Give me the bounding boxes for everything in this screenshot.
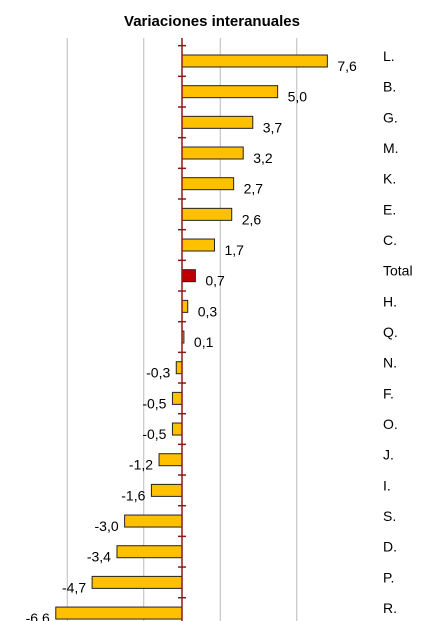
category-label: J.: [383, 447, 394, 463]
value-label: 2,7: [244, 181, 264, 197]
value-label: -0,5: [142, 395, 166, 411]
value-label: 0,7: [205, 273, 225, 289]
value-label: 0,1: [194, 334, 214, 350]
value-label: 2,6: [242, 211, 262, 227]
bar: [181, 299, 189, 313]
category-label: C.: [383, 232, 397, 248]
chart-title: Variaciones interanuales: [124, 13, 300, 30]
bar: [116, 545, 183, 559]
bar: [175, 361, 183, 375]
bar: [181, 269, 196, 283]
category-label: N.: [383, 355, 397, 371]
bar: [91, 575, 183, 589]
bar: [158, 453, 183, 467]
bar: [181, 146, 244, 160]
category-label: Q.: [383, 324, 398, 340]
value-label: 0,3: [198, 303, 218, 319]
value-label: -0,3: [146, 365, 170, 381]
category-label: I.: [383, 477, 391, 493]
value-label: -0,5: [142, 426, 166, 442]
value-label: 3,2: [253, 150, 273, 166]
bar: [171, 391, 183, 405]
bar: [124, 514, 183, 528]
category-label: H.: [383, 293, 397, 309]
value-label: 3,7: [263, 119, 283, 135]
bar: [181, 85, 279, 99]
bar: [181, 115, 254, 129]
category-label: O.: [383, 416, 398, 432]
value-label: -4,7: [62, 579, 86, 595]
value-label: -1,2: [129, 457, 153, 473]
value-label: -1,6: [121, 487, 145, 503]
value-label: 1,7: [225, 242, 245, 258]
category-label: M.: [383, 140, 399, 156]
category-label: Total: [383, 263, 413, 279]
bar: [150, 483, 183, 497]
bar: [181, 207, 233, 221]
category-label: P.: [383, 569, 394, 585]
category-label: G.: [383, 109, 398, 125]
category-label: E.: [383, 201, 396, 217]
bar: [55, 606, 183, 620]
category-label: R.: [383, 600, 397, 616]
bar: [181, 177, 235, 191]
category-label: D.: [383, 539, 397, 555]
category-label: F.: [383, 385, 394, 401]
value-label: -3,4: [87, 549, 111, 565]
category-label: B.: [383, 79, 396, 95]
value-label: 7,6: [337, 58, 357, 74]
category-label: K.: [383, 171, 396, 187]
value-label: 5,0: [288, 89, 308, 105]
category-label: S.: [383, 508, 396, 524]
bar: [171, 422, 183, 436]
bar: [181, 238, 216, 252]
value-label: -6,6: [26, 610, 50, 621]
value-label: -3,0: [95, 518, 119, 534]
category-label: L.: [383, 48, 395, 64]
bar: [181, 54, 328, 68]
